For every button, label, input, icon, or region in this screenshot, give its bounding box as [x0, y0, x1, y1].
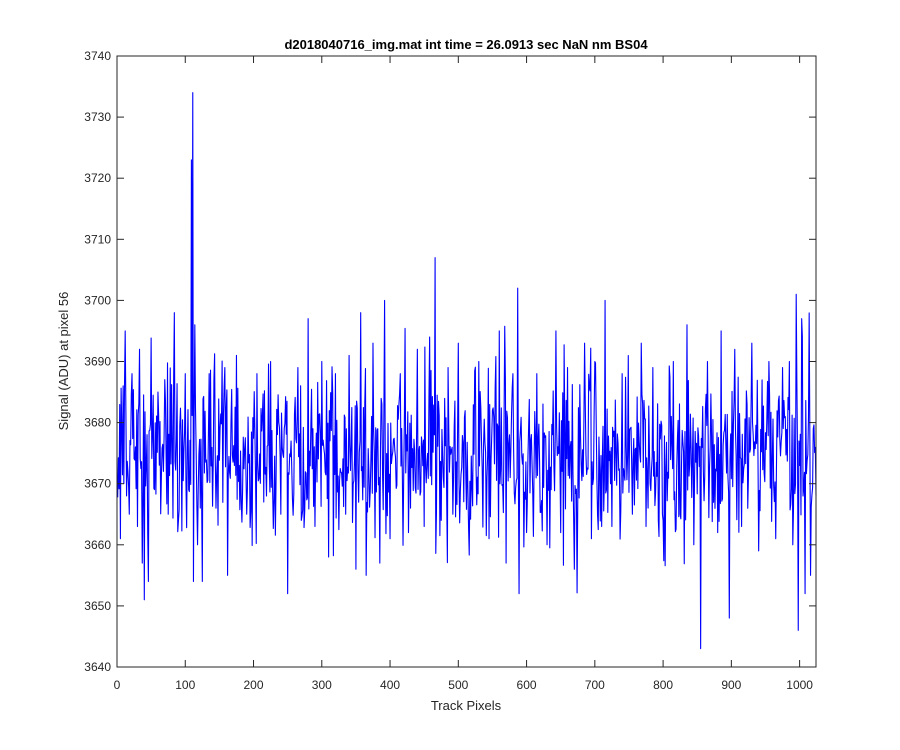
- y-tick-label: 3640: [84, 660, 111, 674]
- y-tick-label: 3680: [84, 416, 111, 430]
- x-tick-label: 0: [114, 678, 121, 692]
- x-axis-label: Track Pixels: [431, 698, 502, 713]
- x-tick-label: 100: [175, 678, 195, 692]
- y-tick-label: 3710: [84, 232, 111, 246]
- y-tick-label: 3690: [84, 355, 111, 369]
- y-tick-label: 3700: [84, 293, 111, 307]
- y-tick-label: 3670: [84, 477, 111, 491]
- axis-ticks: 0 100 200 300 400 500 600 700 800 900 1000 3640 3650…: [84, 49, 816, 692]
- x-tick-label: 200: [244, 678, 264, 692]
- y-tick-label: 3740: [84, 49, 111, 63]
- x-tick-label: 500: [448, 678, 468, 692]
- series-line-1: [117, 92, 817, 650]
- x-tick-label: 400: [380, 678, 400, 692]
- x-tick-label: 900: [721, 678, 741, 692]
- y-axis-label: Signal (ADU) at pixel 56: [56, 292, 71, 431]
- series-layer: [117, 92, 817, 650]
- x-tick-label: 300: [312, 678, 332, 692]
- y-tick-label: 3720: [84, 171, 111, 185]
- y-tick-label: 3660: [84, 538, 111, 552]
- x-tick-label: 700: [585, 678, 605, 692]
- chart-title: d2018040716_img.mat int time = 26.0913 s…: [284, 37, 648, 52]
- x-tick-label: 600: [517, 678, 537, 692]
- x-tick-label: 1000: [786, 678, 813, 692]
- x-tick-label: 800: [653, 678, 673, 692]
- y-tick-label: 3650: [84, 599, 111, 613]
- plot-area: [117, 56, 816, 667]
- y-tick-label: 3730: [84, 110, 111, 124]
